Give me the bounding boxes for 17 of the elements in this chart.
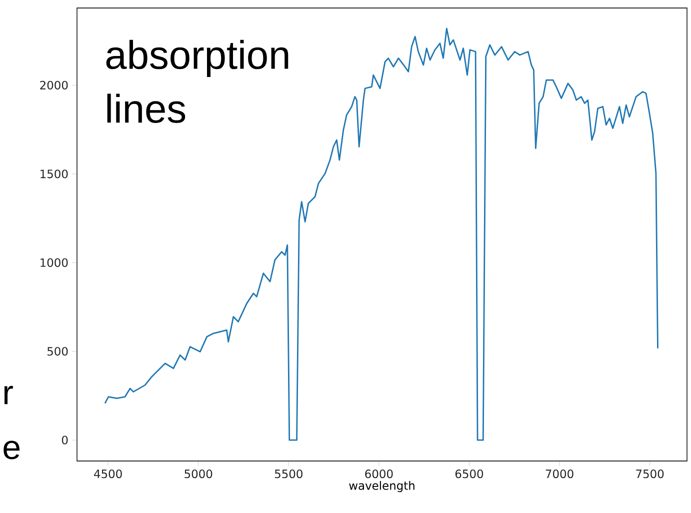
x-tick-label: 5500 (274, 470, 302, 478)
x-tick-label: 5000 (184, 470, 212, 478)
y-tick-label: 0 (62, 436, 68, 444)
x-tick-label: 4500 (94, 470, 122, 478)
x-tick-label: 7500 (636, 470, 664, 478)
x-tick-label: 6500 (455, 470, 484, 478)
annotation: absorption lines (106, 40, 288, 123)
y-tick-label: 2000 (40, 80, 68, 90)
x-axis-title: wavelength (349, 481, 414, 492)
line-series (104, 28, 658, 441)
x-tick-label: 7000 (546, 470, 574, 478)
y-tick-label: 1000 (40, 258, 68, 267)
text: r (4, 386, 13, 404)
x-tick-label: 6000 (365, 470, 393, 478)
text: e (4, 440, 20, 460)
y-tick-label: 1500 (40, 170, 68, 178)
y-tick-label: 500 (48, 347, 68, 356)
